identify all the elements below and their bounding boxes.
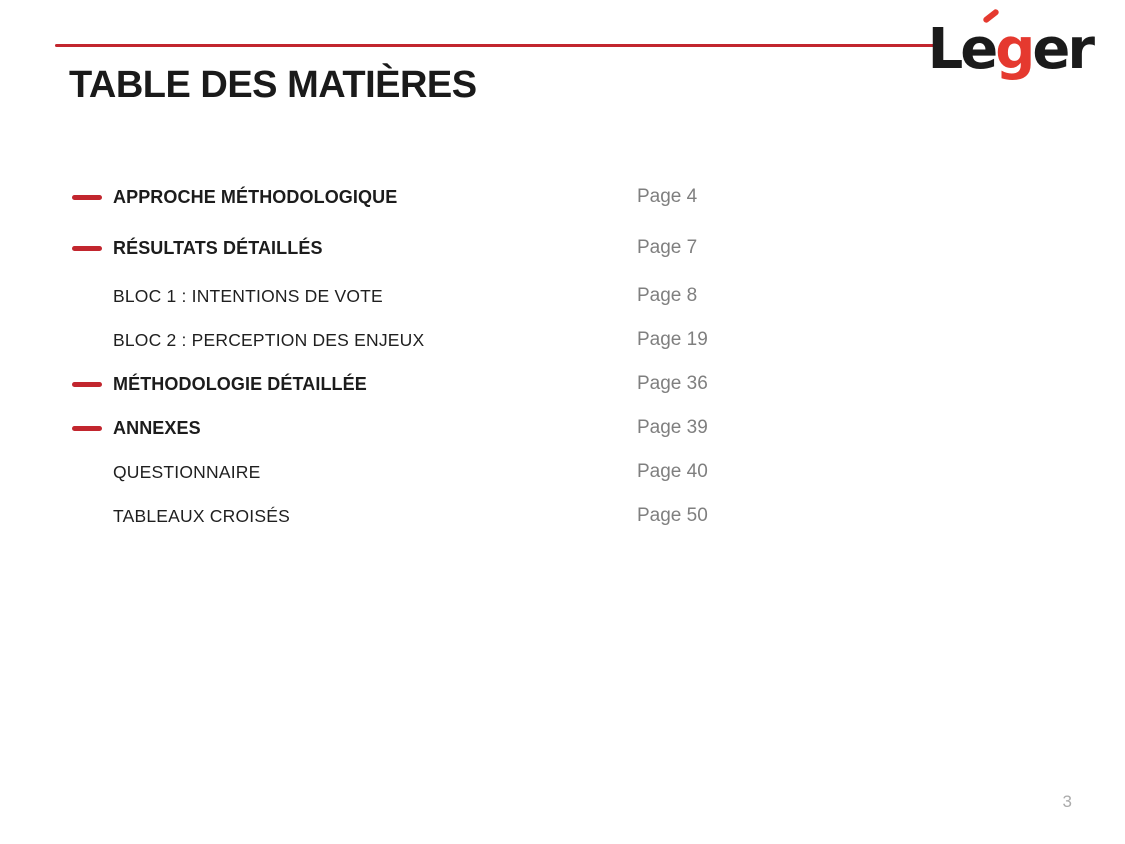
toc-row[interactable]: ANNEXES Page 39 [0,406,1125,450]
toc-row[interactable]: MÉTHODOLOGIE DÉTAILLÉE Page 36 [0,362,1125,406]
toc-item-page: Page 36 [637,373,708,394]
toc-item-label: APPROCHE MÉTHODOLOGIQUE [113,186,398,207]
red-dash-icon [72,245,102,251]
red-dash-icon [72,425,102,431]
toc-item-page: Page 8 [637,285,698,306]
toc-item-label: ANNEXES [113,417,201,438]
toc-item-page: Page 4 [637,186,698,207]
toc-row[interactable]: RÉSULTATS DÉTAILLÉS Page 7 [0,226,1125,270]
leger-logo: Le ger [928,8,1095,78]
toc-row[interactable]: APPROCHE MÉTHODOLOGIQUE Page 4 [0,175,1125,219]
toc-item-page: Page 50 [637,505,708,526]
toc-item-page: Page 40 [637,461,708,482]
logo-g-wrap: g [982,8,1035,78]
logo-text-er: er [1032,17,1095,82]
toc-row[interactable]: BLOC 1 : INTENTIONS DE VOTE Page 8 [0,274,1125,318]
toc-row[interactable]: TABLEAUX CROISÉS Page 50 [0,494,1125,538]
toc-item-page: Page 7 [637,237,698,258]
header-rule [55,44,940,47]
slide-page-number: 3 [1062,792,1072,811]
logo-text-le: Le [927,17,999,82]
toc-item-label: TABLEAUX CROISÉS [113,505,290,526]
toc-item-label: BLOC 1 : INTENTIONS DE VOTE [113,285,383,306]
page-title: TABLE DES MATIÈRES [69,64,477,106]
toc-item-label: BLOC 2 : PERCEPTION DES ENJEUX [113,329,425,350]
toc-item-label: MÉTHODOLOGIE DÉTAILLÉE [113,373,367,394]
toc-row[interactable]: QUESTIONNAIRE Page 40 [0,450,1125,494]
red-dash-icon [72,381,102,387]
toc-item-page: Page 19 [637,329,708,350]
toc-item-page: Page 39 [637,417,708,438]
toc-list: APPROCHE MÉTHODOLOGIQUE Page 4 RÉSULTATS… [0,175,1125,538]
toc-item-label: QUESTIONNAIRE [113,461,261,482]
red-dash-icon [72,194,102,200]
toc-item-label: RÉSULTATS DÉTAILLÉS [113,237,323,258]
toc-row[interactable]: BLOC 2 : PERCEPTION DES ENJEUX Page 19 [0,318,1125,362]
logo-text-g: g [995,17,1035,82]
